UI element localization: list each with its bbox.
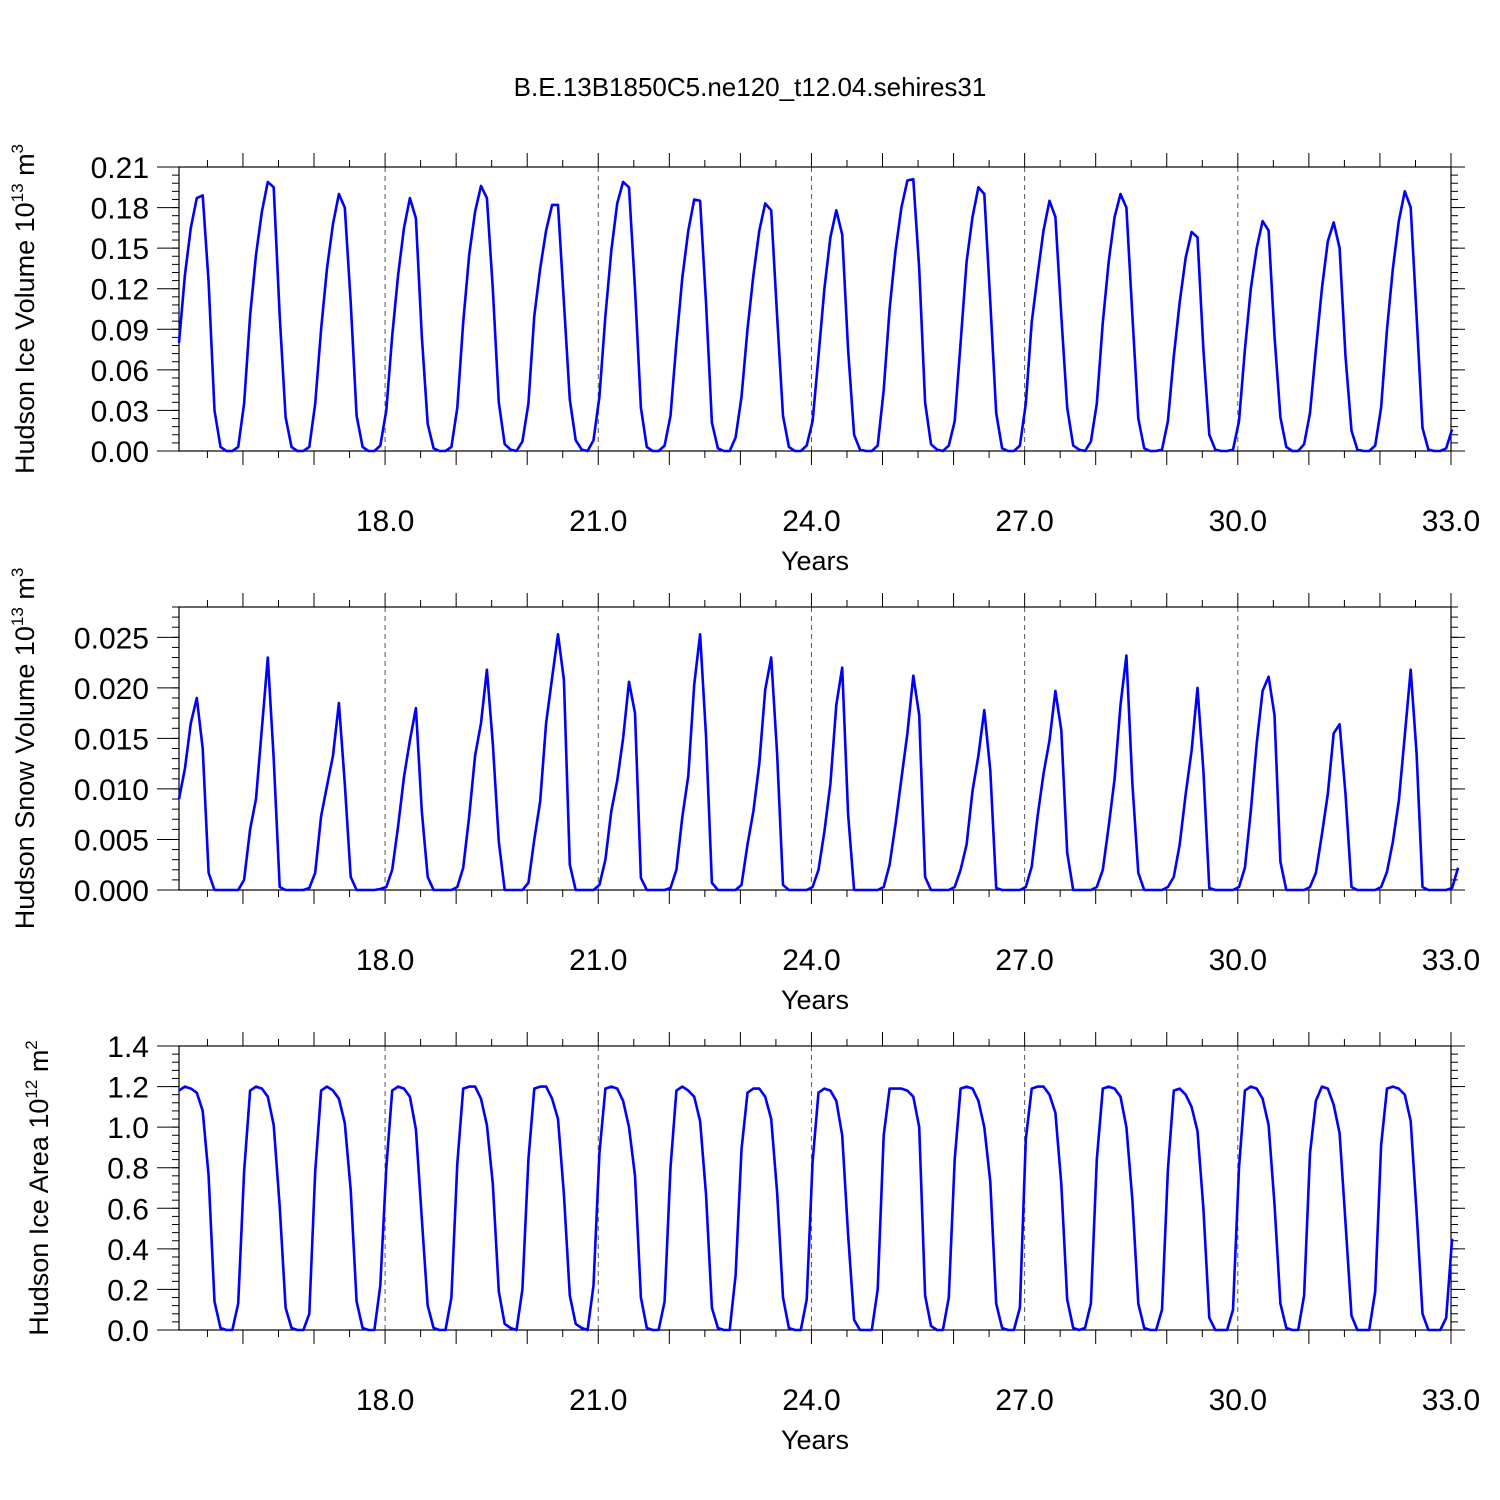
x-tick-label: 33.0 xyxy=(1422,944,1480,977)
y-tick-label: 0.8 xyxy=(107,1153,149,1186)
y-tick-label: 0.025 xyxy=(74,622,149,655)
panel-snow-volume: 18.0 21.0 24.0 27.0 30.0 33.0 0.000 0.005 0.010 0… xyxy=(8,568,1480,1015)
x-tick-label: 27.0 xyxy=(995,1384,1053,1417)
y-tick-label: 0.12 xyxy=(91,274,149,307)
x-tick-label: 24.0 xyxy=(782,505,840,538)
x-axis-label: Years xyxy=(781,546,849,576)
y-axis-label: Hudson Ice Volume 1013 m3 xyxy=(8,144,40,474)
y-tick-label: 1.2 xyxy=(107,1072,149,1105)
x-axis-label: Years xyxy=(781,1425,849,1455)
x-tick-label: 27.0 xyxy=(995,505,1053,538)
x-tick-label: 18.0 xyxy=(356,505,414,538)
x-tick-label: 21.0 xyxy=(569,944,627,977)
series-line xyxy=(178,1085,1454,1332)
y-axis-label: Hudson Ice Area 1012 m2 xyxy=(22,1040,54,1336)
y-tick-label: 1.4 xyxy=(107,1031,149,1064)
x-tick-label: 21.0 xyxy=(569,1384,627,1417)
y-axis-label: Hudson Snow Volume 1013 m3 xyxy=(8,568,40,930)
y-tick-label: 0.03 xyxy=(91,395,149,428)
y-tick-label: 0.21 xyxy=(91,152,149,185)
y-tick-label: 0.020 xyxy=(74,673,149,706)
y-tick-label: 0.005 xyxy=(74,824,149,857)
panel-ice-area: 18.0 21.0 24.0 27.0 30.0 33.0 0.0 0.2 0.4 0.6 0.8 1… xyxy=(22,1031,1480,1455)
y-tick-label: 0.000 xyxy=(74,875,149,908)
series-line xyxy=(177,177,1454,453)
series-line xyxy=(177,632,1460,892)
x-tick-label: 33.0 xyxy=(1422,505,1480,538)
y-tick-label: 0.06 xyxy=(91,355,149,388)
y-tick-label: 0.00 xyxy=(91,436,149,469)
y-tick-label: 0.15 xyxy=(91,233,149,266)
x-tick-label: 27.0 xyxy=(995,944,1053,977)
y-tick-label: 0.4 xyxy=(107,1234,149,1267)
y-tick-label: 0.0 xyxy=(107,1315,149,1348)
panel-ice-volume: 18.0 21.0 24.0 27.0 30.0 33.0 0.00 0.03 0.06 0.09… xyxy=(8,144,1480,576)
y-tick-label: 0.015 xyxy=(74,723,149,756)
x-tick-label: 24.0 xyxy=(782,944,840,977)
y-tick-label: 0.09 xyxy=(91,314,149,347)
plot-frame xyxy=(178,166,1452,452)
y-tick-label: 0.6 xyxy=(107,1193,149,1226)
x-tick-label: 30.0 xyxy=(1209,1384,1267,1417)
x-tick-label: 30.0 xyxy=(1209,944,1267,977)
y-tick-label: 0.2 xyxy=(107,1274,149,1307)
x-tick-label: 18.0 xyxy=(356,1384,414,1417)
x-axis-label: Years xyxy=(781,985,849,1015)
x-tick-label: 21.0 xyxy=(569,505,627,538)
x-tick-label: 18.0 xyxy=(356,944,414,977)
y-tick-label: 0.18 xyxy=(91,193,149,226)
x-tick-label: 33.0 xyxy=(1422,1384,1480,1417)
x-tick-label: 30.0 xyxy=(1209,505,1267,538)
chart-title: B.E.13B1850C5.ne120_t12.04.sehires31 xyxy=(514,72,987,102)
y-tick-label: 0.010 xyxy=(74,774,149,807)
plot-frame xyxy=(178,606,1452,891)
x-tick-label: 24.0 xyxy=(782,1384,840,1417)
plot-frame xyxy=(178,1045,1452,1331)
y-tick-label: 1.0 xyxy=(107,1112,149,1145)
